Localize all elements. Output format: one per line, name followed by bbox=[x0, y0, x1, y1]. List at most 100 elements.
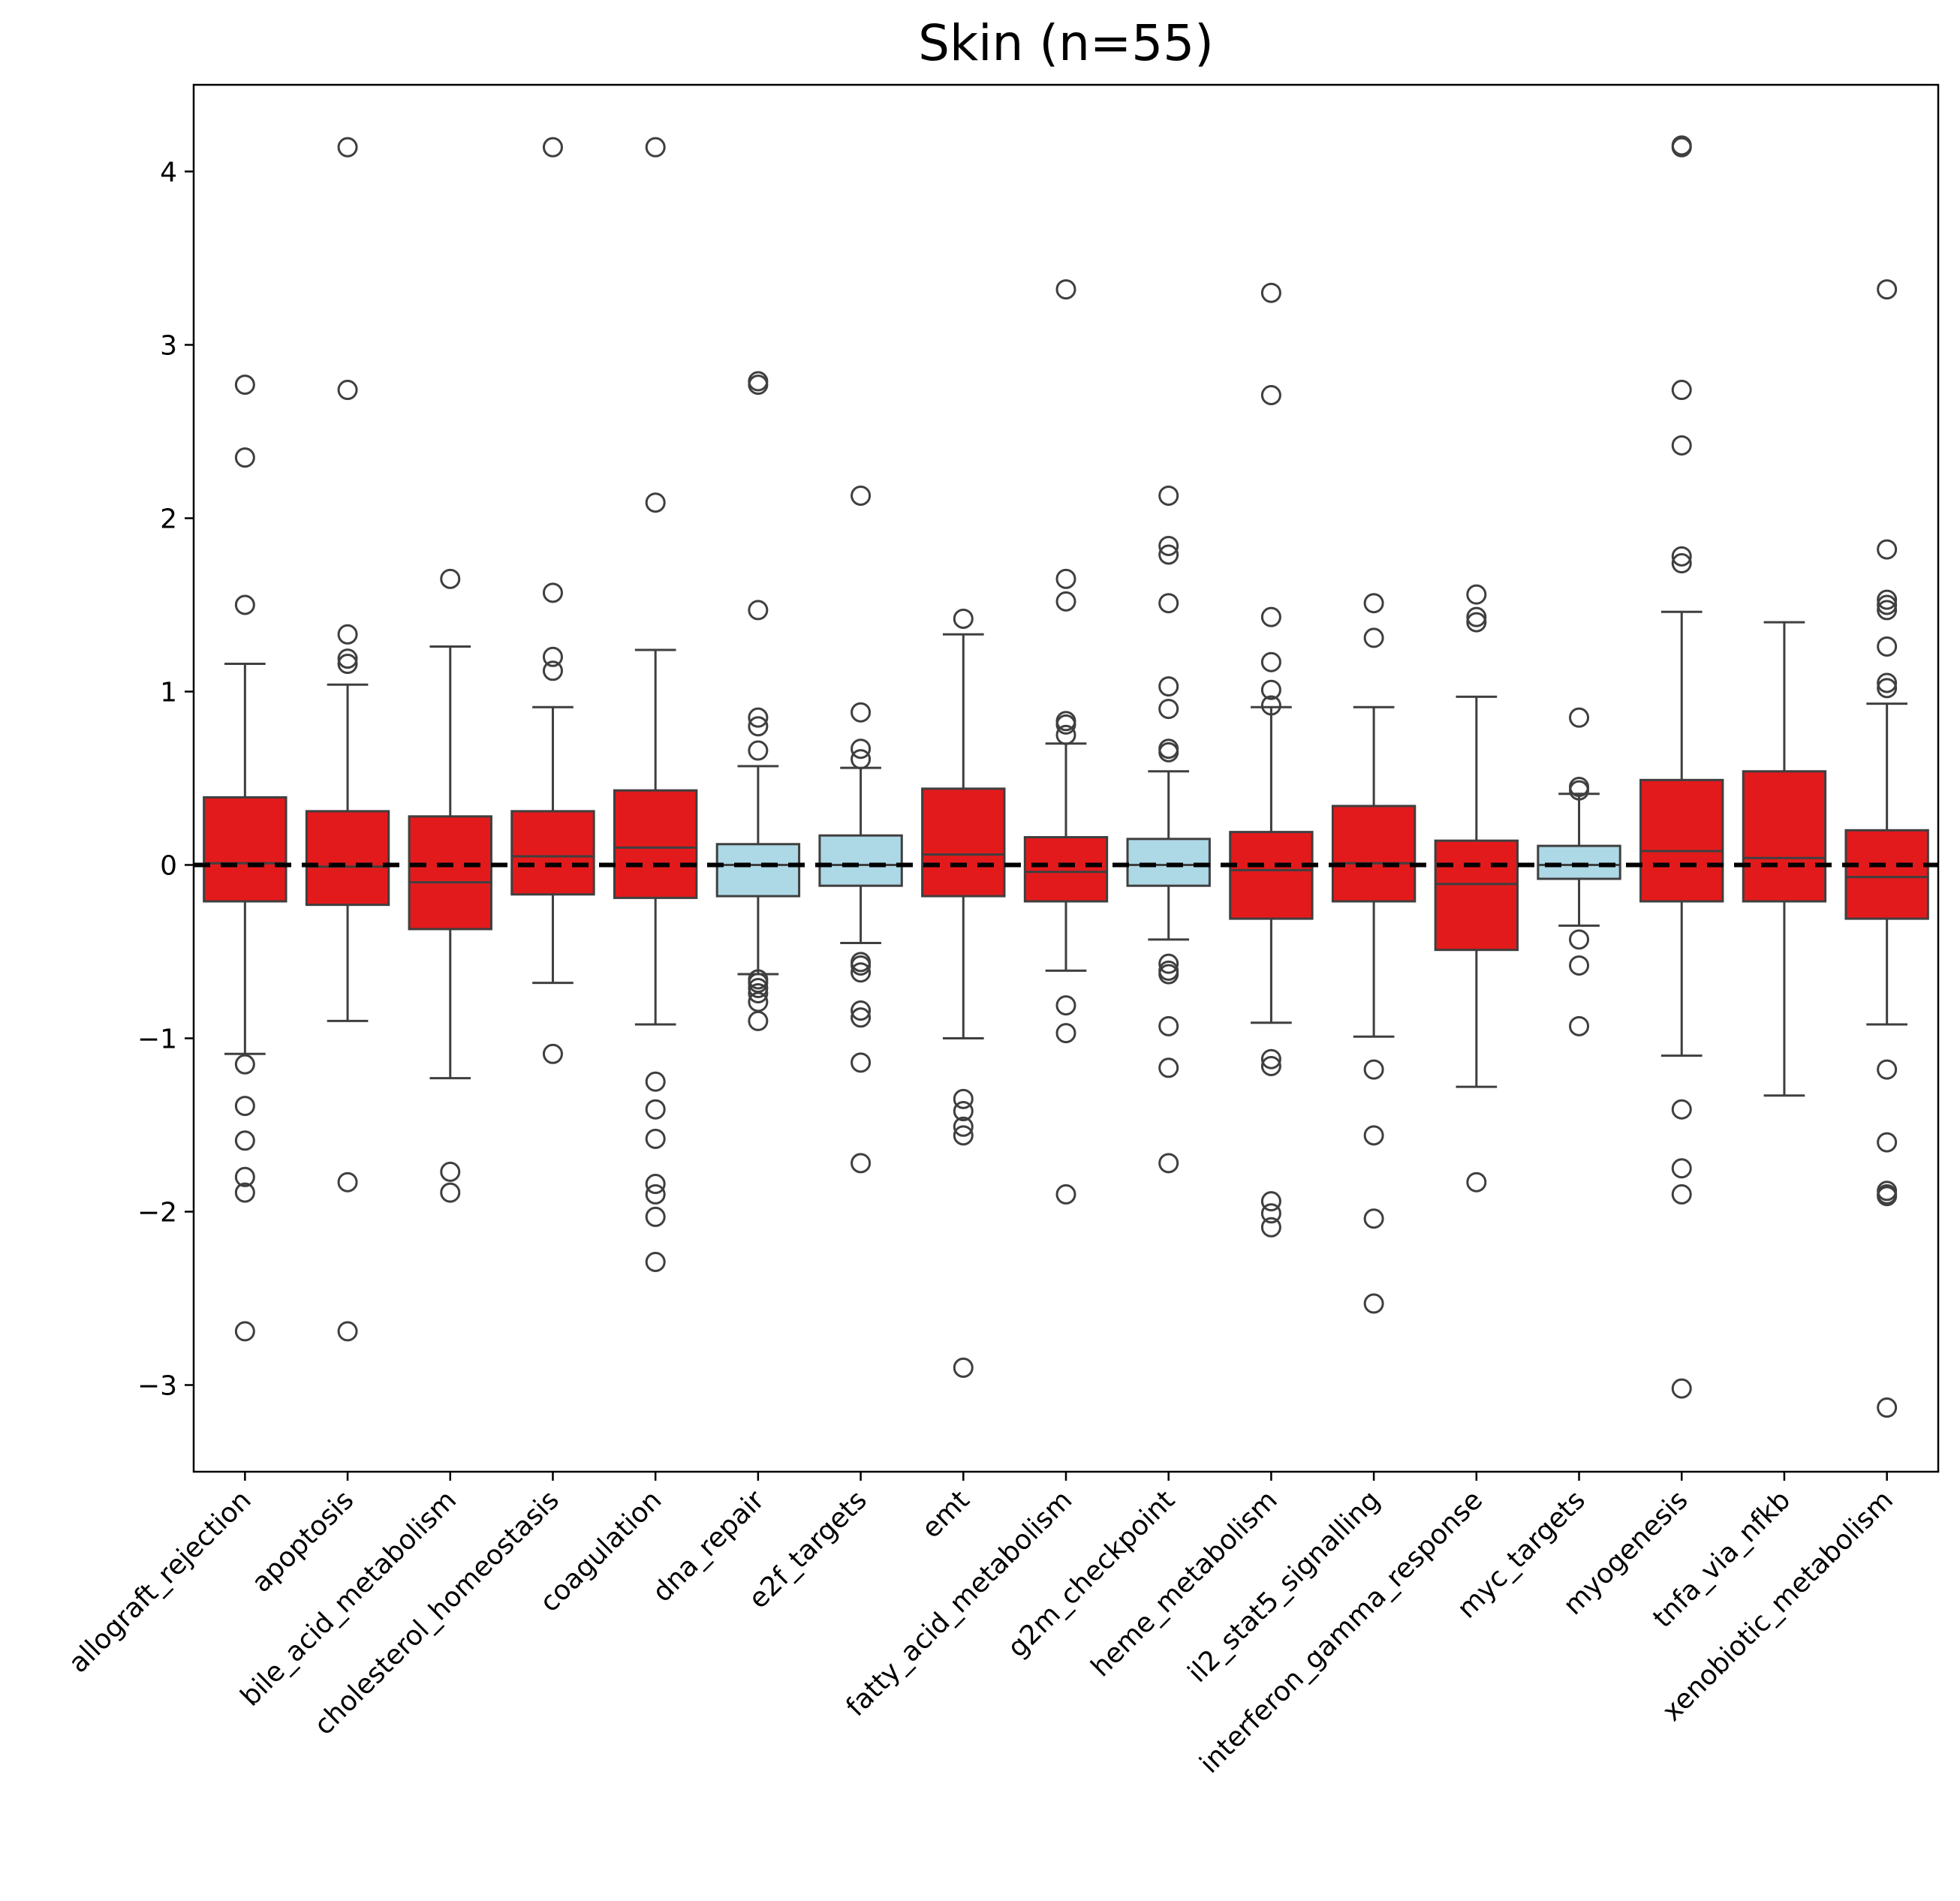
box-group-cholesterol-homeostasis bbox=[510, 137, 595, 1064]
outlier-point bbox=[1569, 955, 1590, 976]
outlier-point bbox=[1466, 1172, 1487, 1193]
outlier-point bbox=[1363, 1293, 1384, 1314]
outlier-point bbox=[851, 738, 872, 759]
outlier-point bbox=[1055, 1023, 1076, 1044]
outlier-point bbox=[234, 447, 255, 468]
outlier-point bbox=[234, 594, 255, 615]
y-tick-label: −2 bbox=[137, 1198, 177, 1229]
outlier-point bbox=[1466, 606, 1487, 627]
outlier-point bbox=[1260, 1203, 1281, 1224]
box-group-interferon-gamma-response bbox=[1434, 584, 1519, 1193]
outlier-point bbox=[1363, 1059, 1384, 1080]
outlier-point bbox=[953, 1116, 974, 1137]
outlier-point bbox=[1671, 1099, 1692, 1120]
outlier-point bbox=[1158, 676, 1179, 697]
outlier-point bbox=[1671, 1158, 1692, 1179]
outlier-point bbox=[1877, 1186, 1898, 1207]
box-group-myc-targets bbox=[1537, 707, 1621, 1036]
outlier-point bbox=[645, 492, 666, 513]
outlier-point bbox=[234, 1130, 255, 1151]
outlier-point bbox=[953, 1357, 974, 1378]
outlier-point bbox=[1569, 929, 1590, 950]
outlier-point bbox=[337, 624, 358, 645]
outlier-point bbox=[1671, 1378, 1692, 1399]
iqr-box bbox=[715, 843, 801, 898]
outlier-point bbox=[1671, 435, 1692, 456]
box-group-myogenesis bbox=[1639, 135, 1724, 1399]
y-tick-label: 1 bbox=[160, 678, 177, 708]
iqr-box bbox=[203, 796, 288, 903]
iqr-box bbox=[1331, 805, 1417, 903]
outlier-point bbox=[1260, 1217, 1281, 1238]
outlier-point bbox=[851, 1000, 872, 1021]
outlier-point bbox=[1260, 1191, 1281, 1212]
outlier-point bbox=[440, 568, 461, 589]
outlier-point bbox=[1260, 384, 1281, 405]
box-group-e2f-targets bbox=[818, 485, 903, 1174]
box-group-g2m-checkpoint bbox=[1126, 485, 1211, 1174]
iqr-box bbox=[921, 787, 1006, 898]
outlier-point bbox=[542, 646, 563, 667]
outlier-point bbox=[1158, 1153, 1179, 1174]
y-tick-label: 4 bbox=[160, 158, 177, 188]
iqr-box bbox=[510, 810, 595, 896]
outlier-point bbox=[1877, 672, 1898, 693]
outlier-point bbox=[1671, 553, 1692, 574]
iqr-box bbox=[613, 789, 698, 899]
outlier-point bbox=[1569, 707, 1590, 728]
outlier-point bbox=[234, 374, 255, 396]
outlier-point bbox=[1877, 594, 1898, 615]
outlier-point bbox=[1158, 741, 1179, 763]
outlier-point bbox=[748, 600, 769, 621]
outlier-point bbox=[1877, 539, 1898, 560]
outlier-point bbox=[1055, 714, 1076, 735]
outlier-point bbox=[851, 1153, 872, 1174]
box-group-bile-acid-metabolism bbox=[408, 568, 492, 1203]
outlier-point bbox=[1158, 1015, 1179, 1036]
y-tick-label: −1 bbox=[137, 1024, 177, 1055]
outlier-point bbox=[234, 1166, 255, 1187]
outlier-point bbox=[337, 137, 358, 158]
outlier-point bbox=[1569, 780, 1590, 801]
outlier-point bbox=[748, 978, 769, 999]
outlier-point bbox=[337, 1172, 358, 1193]
outlier-point bbox=[542, 582, 563, 603]
box-group-allograft-rejection bbox=[203, 374, 288, 1342]
chart-title: Skin (n=55) bbox=[918, 14, 1214, 72]
outlier-point bbox=[1671, 380, 1692, 401]
outlier-point bbox=[645, 1071, 666, 1092]
outlier-point bbox=[1260, 1055, 1281, 1076]
outlier-point bbox=[1260, 1048, 1281, 1069]
outlier-point bbox=[1158, 964, 1179, 985]
box-group-apoptosis bbox=[305, 137, 390, 1342]
outlier-point bbox=[1158, 953, 1179, 974]
outlier-point bbox=[440, 1161, 461, 1182]
outlier-point bbox=[1055, 568, 1076, 589]
iqr-box bbox=[1229, 831, 1314, 920]
outlier-point bbox=[1260, 695, 1281, 716]
outlier-point bbox=[1158, 544, 1179, 565]
outlier-point bbox=[1671, 546, 1692, 567]
outlier-point bbox=[1877, 589, 1898, 610]
outlier-point bbox=[1877, 1397, 1898, 1418]
outlier-point bbox=[645, 1184, 666, 1205]
box-group-fatty-acid-metabolism bbox=[1023, 279, 1109, 1205]
outlier-point bbox=[542, 137, 563, 158]
iqr-box bbox=[1844, 829, 1929, 920]
outlier-point bbox=[1158, 699, 1179, 720]
box-group-coagulation bbox=[613, 137, 698, 1272]
outlier-point bbox=[440, 1182, 461, 1203]
outlier-point bbox=[748, 740, 769, 761]
outlier-point bbox=[1671, 1184, 1692, 1205]
box-group-il2-stat5-signalling bbox=[1331, 593, 1417, 1314]
outlier-point bbox=[1055, 279, 1076, 300]
outlier-point bbox=[748, 707, 769, 728]
outlier-point bbox=[234, 1096, 255, 1117]
outlier-point bbox=[1363, 1208, 1384, 1229]
outlier-point bbox=[645, 1251, 666, 1272]
outlier-point bbox=[748, 982, 769, 1003]
outlier-point bbox=[337, 654, 358, 675]
iqr-box bbox=[408, 815, 492, 931]
outlier-point bbox=[953, 1101, 974, 1122]
